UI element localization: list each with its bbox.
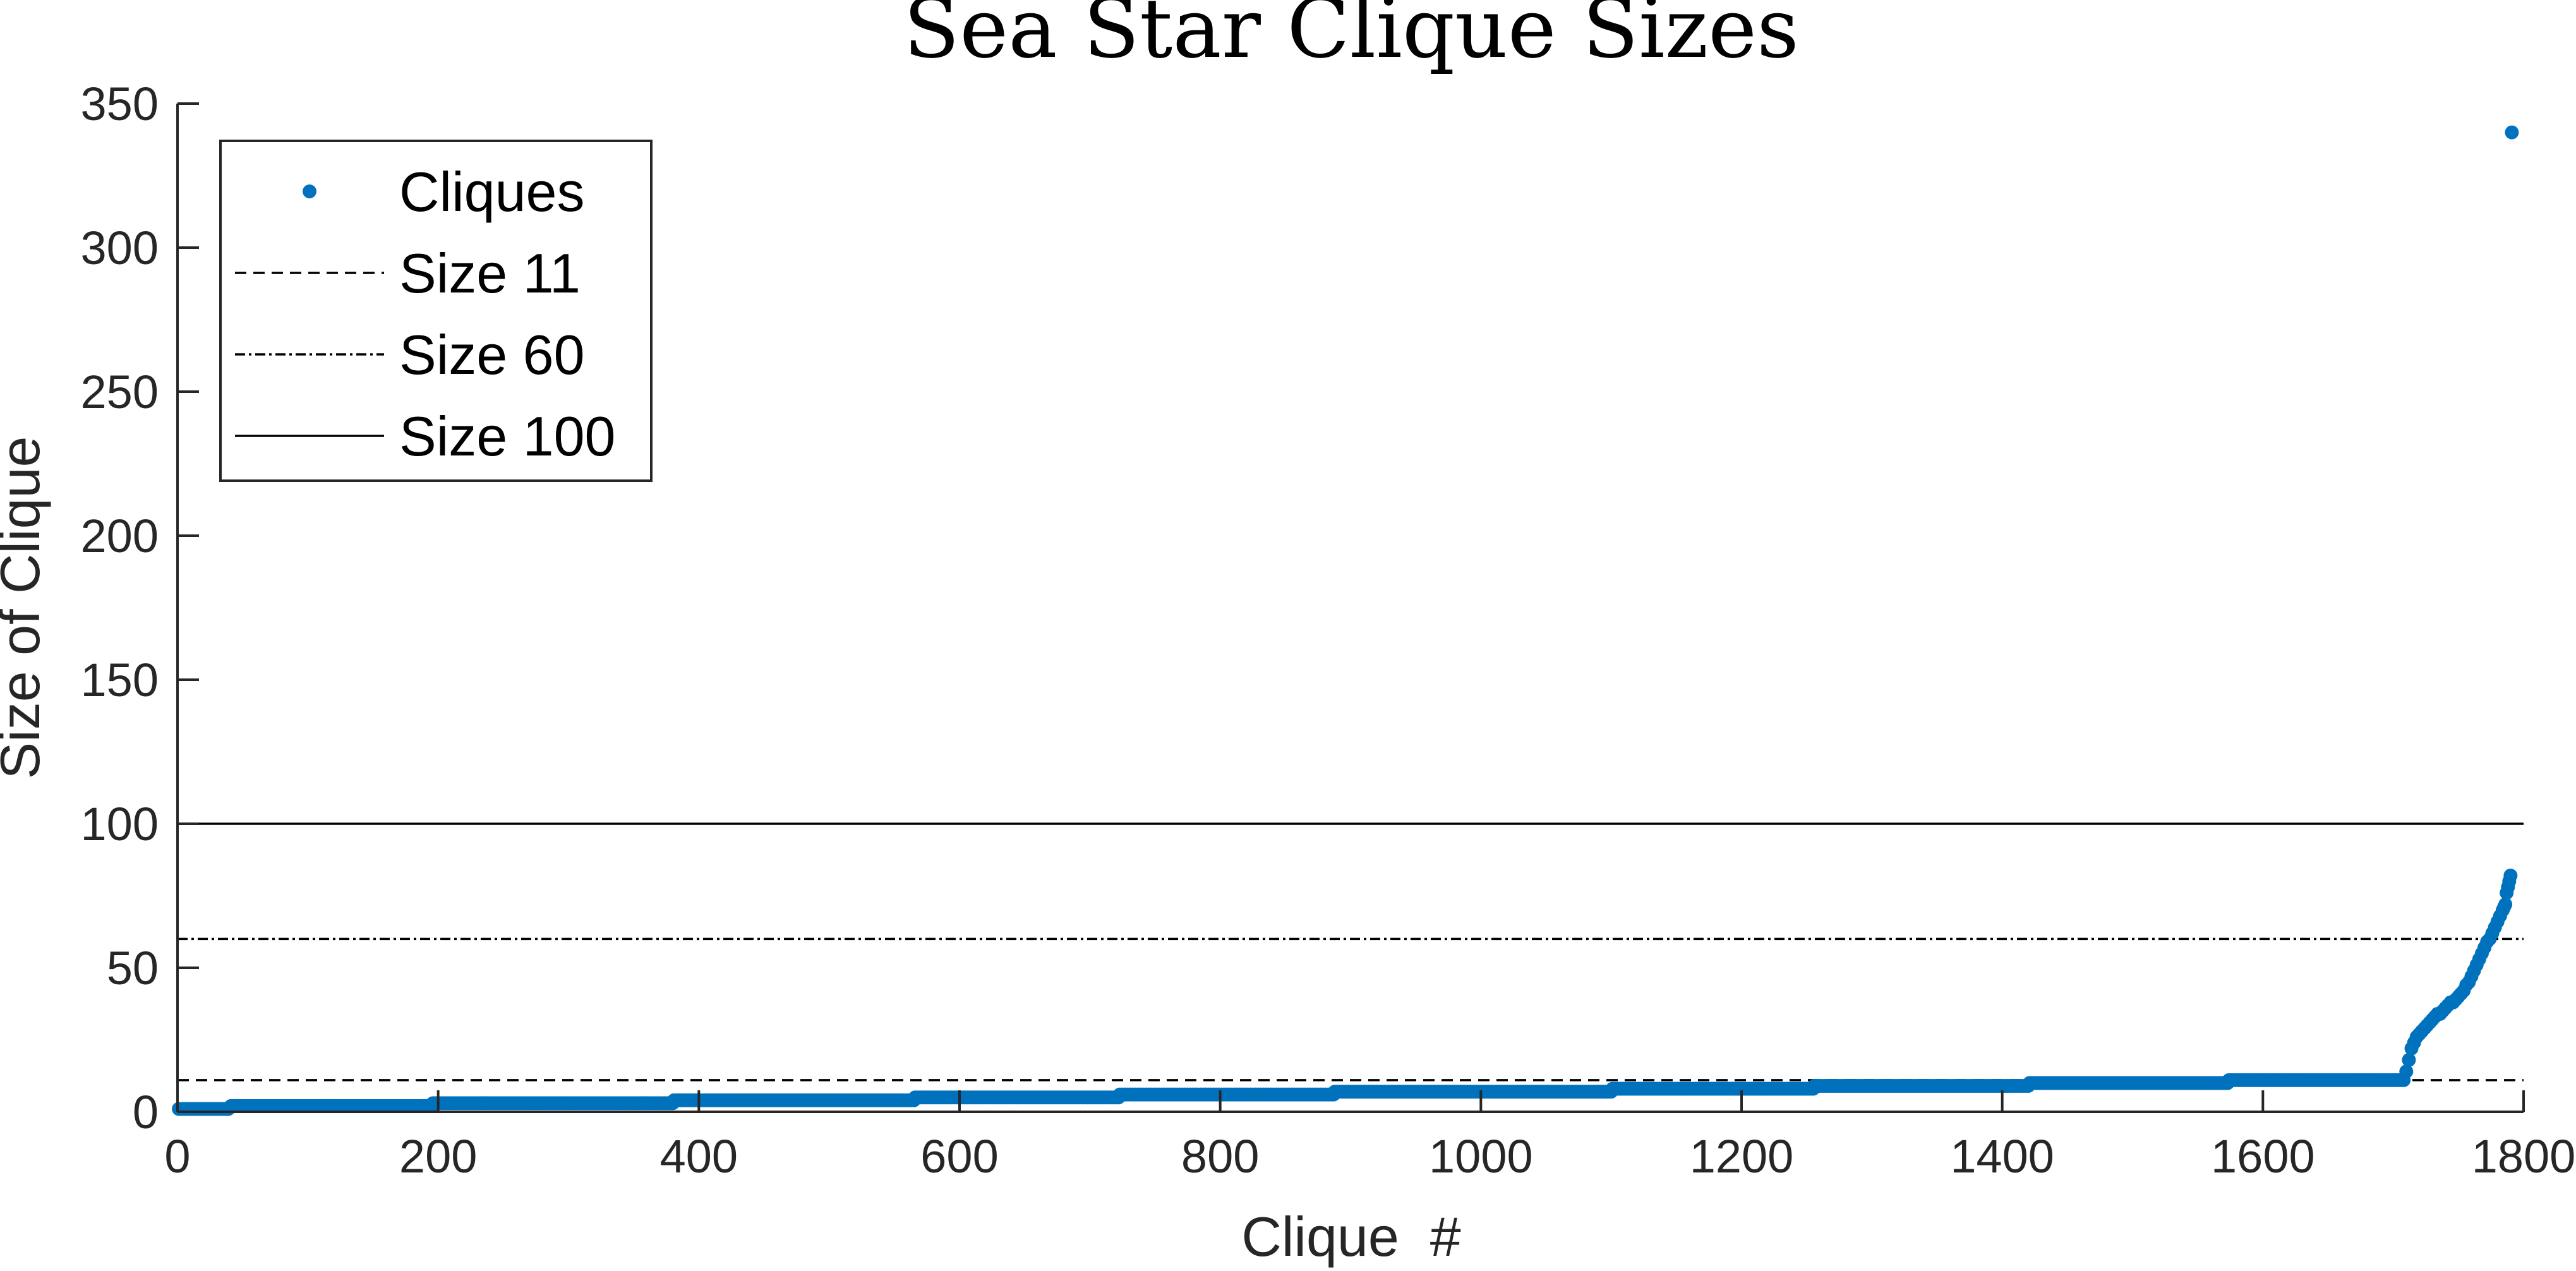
legend: Cliques Size 11 Size 60 Size 100 [219,140,653,482]
legend-box [219,140,653,482]
data-point [2503,869,2518,883]
y-tick-label: 300 [81,222,159,274]
data-points [172,125,2519,1116]
chart-title: Sea Star Clique Sizes [903,0,1799,76]
x-tick-label: 400 [660,1130,738,1183]
data-point [2505,125,2519,140]
legend-label: Size 11 [399,242,581,304]
legend-items: Cliques Size 11 Size 60 Size 100 [235,160,615,467]
y-tick-label: 350 [81,78,159,130]
y-tick-label: 150 [81,654,159,706]
y-axis-label: Size of Clique [0,437,51,780]
reference-lines [178,822,2524,1081]
x-tick-label: 800 [1181,1130,1259,1183]
x-tick-label: 600 [920,1130,998,1183]
y-tick-label: 0 [133,1086,159,1138]
y-tick-label: 200 [81,510,159,562]
x-tick-label: 200 [399,1130,477,1183]
x-tick-label: 1200 [1690,1130,1794,1183]
x-ticks: 0 200 400 600 800 1000 1200 1400 1600 1800 [164,1090,2575,1183]
data-point [2402,1052,2416,1067]
legend-marker [303,184,316,198]
x-axis-label: Clique # [1241,1205,1460,1268]
legend-label: Size 60 [399,323,585,386]
data-point [2399,1064,2414,1079]
y-tick-label: 250 [81,366,159,418]
legend-label: Size 100 [399,405,615,467]
data-point [2498,897,2513,912]
x-tick-label: 1000 [1429,1130,1533,1183]
x-tick-label: 1800 [2472,1130,2576,1183]
x-tick-label: 1400 [1950,1130,2054,1183]
y-tick-label: 50 [107,942,159,994]
x-tick-label: 0 [164,1130,190,1183]
x-tick-label: 1600 [2211,1130,2315,1183]
axes [176,104,2524,1113]
legend-label: Cliques [399,160,584,223]
y-tick-label: 100 [81,798,159,850]
y-ticks: 0 50 100 150 200 250 300 350 [81,78,199,1138]
